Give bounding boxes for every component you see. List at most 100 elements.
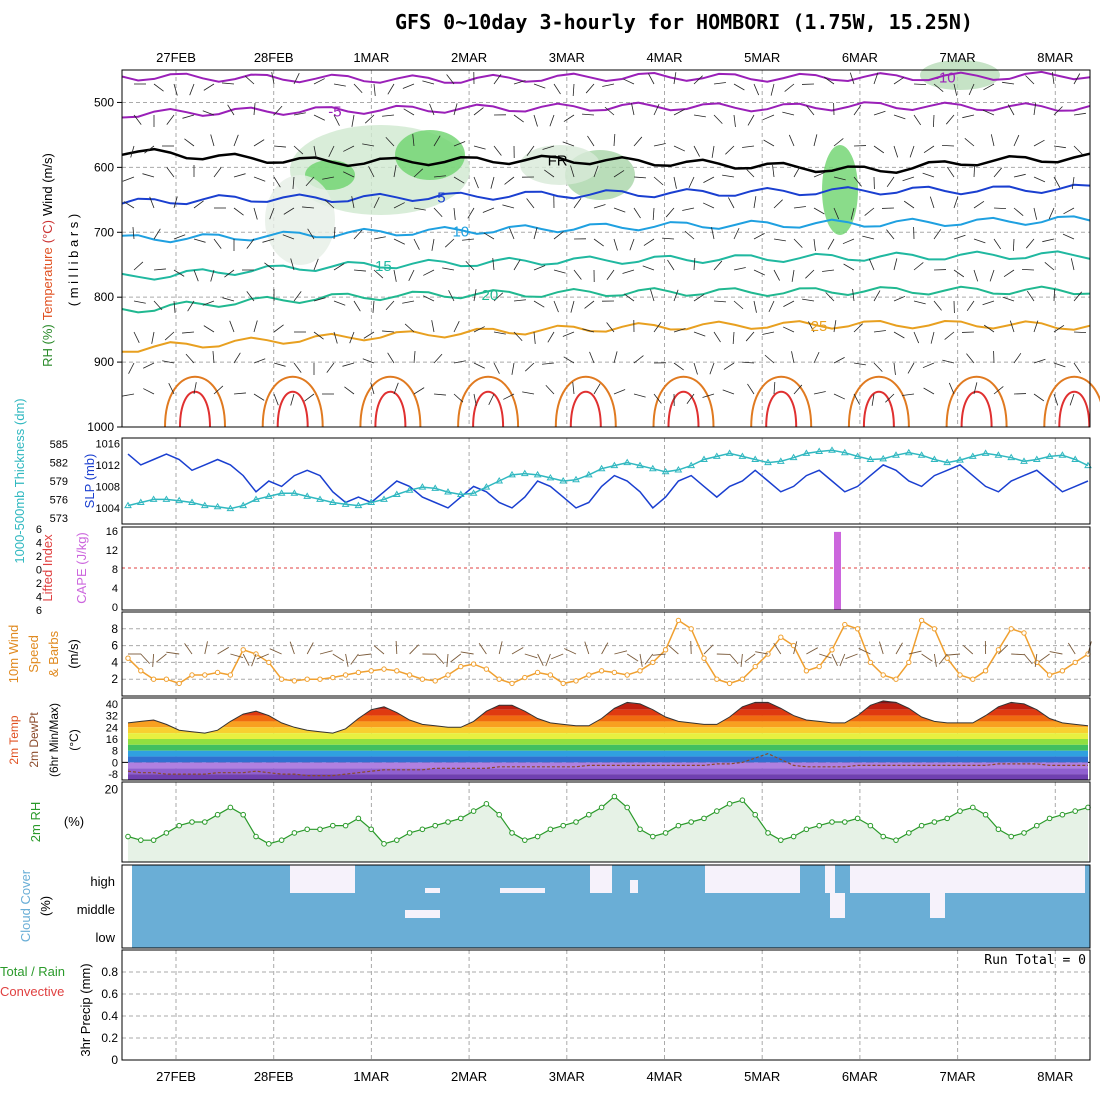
- wind-barb: [990, 134, 995, 147]
- thickness-ylabel: 1000-500mb Thickness (dm): [12, 398, 27, 563]
- wind-barb: [1042, 238, 1055, 243]
- cloud-unit: (%): [38, 896, 53, 916]
- contour-label: FR: [548, 153, 568, 170]
- wind-barb: [393, 165, 397, 178]
- wind-barb: [813, 171, 826, 178]
- rh-point: [150, 837, 157, 843]
- surface-wind-barb: [740, 653, 743, 667]
- wind-barb: [953, 234, 966, 240]
- wind-barb: [166, 114, 175, 125]
- wind-barb: [1073, 291, 1083, 302]
- wind-barb: [842, 238, 855, 245]
- hot-contour: [374, 390, 407, 428]
- wind-barb: [212, 351, 215, 364]
- contour-label: 15: [375, 258, 392, 275]
- wind-barb: [253, 320, 258, 333]
- rh-point: [509, 830, 515, 836]
- wind-barb: [453, 321, 460, 333]
- wind-barb: [944, 331, 955, 340]
- wind-barb: [433, 175, 446, 178]
- wind-barb: [633, 207, 641, 219]
- wind-barb: [673, 176, 677, 189]
- wind-barb: [210, 269, 215, 282]
- hot-contour: [472, 390, 505, 428]
- temp-ylabel: (°C): [67, 729, 81, 750]
- surface-wind-barb: [819, 653, 832, 659]
- wind-barb: [764, 354, 775, 364]
- wind-barb: [945, 114, 955, 125]
- wind-barb: [653, 176, 664, 186]
- contour-label: -10: [934, 70, 956, 87]
- wind-barb: [606, 269, 615, 280]
- surface-wind-barb: [858, 647, 871, 655]
- wind-barb: [304, 393, 315, 402]
- wind-barb: [493, 74, 502, 85]
- wind-barb: [253, 139, 265, 147]
- cloud-clear: [930, 893, 945, 918]
- wind-barb: [324, 199, 335, 209]
- wind-speed-point: [381, 666, 387, 672]
- thickness-ylabel-group: 1000-500mb Thickness (dm): [12, 398, 27, 563]
- wind-barb: [1012, 238, 1015, 252]
- upper-ylabel: RH (%) Temperature (°C) Wind (m/s): [40, 153, 55, 367]
- wind-barb: [673, 109, 685, 116]
- surface-wind-barb: [921, 653, 933, 662]
- wind-barb: [1033, 393, 1045, 402]
- surface-wind-barb: [460, 651, 474, 655]
- wind-barb: [833, 357, 845, 364]
- temp-tick-label: 8: [112, 746, 118, 758]
- thickness-marker: [956, 456, 964, 463]
- wind-barb: [929, 196, 935, 209]
- wind-barb: [973, 269, 979, 282]
- surface-wind-barb: [373, 645, 385, 655]
- wind-barb: [643, 238, 655, 246]
- wind-barb: [713, 331, 721, 343]
- thickness-marker: [712, 452, 721, 459]
- wind-barb: [253, 103, 256, 116]
- rh-point: [816, 822, 823, 829]
- temperature-contour: [121, 215, 1091, 244]
- thickness-marker: [1007, 453, 1016, 461]
- wind-barb: [473, 107, 484, 116]
- wind-barb: [983, 83, 995, 91]
- upper-ylabel2-group: ( m i l l i b a r s ): [66, 214, 81, 306]
- rh-point: [842, 819, 848, 825]
- wind-barb: [526, 145, 535, 156]
- surface-wind-barb: [545, 653, 551, 667]
- surface-wind-barb: [729, 653, 739, 665]
- rh-point: [470, 808, 477, 814]
- precip-tick-label: 0: [111, 1053, 118, 1067]
- rh-area: [128, 796, 1088, 862]
- wind-barb: [711, 227, 715, 240]
- thickness-marker: [751, 455, 760, 462]
- x-tick-label-top: 1MAR: [353, 50, 389, 65]
- hot-contour: [765, 390, 798, 428]
- thickness-marker: [380, 495, 388, 502]
- wind-barb: [173, 83, 178, 96]
- slp-ylabel: SLP (mb): [82, 454, 97, 509]
- rh-point: [1008, 833, 1015, 840]
- wind-ylabel-group: & Barbs: [46, 630, 61, 677]
- wind-barb: [733, 83, 745, 91]
- thickness-marker: [456, 490, 465, 498]
- wind-barb: [922, 362, 935, 369]
- wind-barb: [1033, 176, 1046, 183]
- hot-contour: [179, 390, 211, 428]
- rh-point: [125, 833, 131, 840]
- wind-barb: [587, 135, 595, 147]
- temperature-contour: [121, 285, 1091, 314]
- wind-barb: [693, 331, 706, 337]
- wind-barb: [613, 351, 618, 364]
- wind-barb: [473, 289, 477, 302]
- surface-wind-barb: [998, 644, 1009, 655]
- wind-barb: [686, 393, 695, 404]
- rh-point: [739, 797, 746, 803]
- wind-barb: [563, 356, 575, 364]
- surface-wind-barb: [550, 653, 564, 660]
- wind-barb: [902, 176, 915, 182]
- surface-wind-barb: [478, 642, 487, 655]
- cape-tick-label: 8: [112, 564, 118, 576]
- thickness-marker: [328, 498, 337, 505]
- wind-barb: [453, 207, 456, 220]
- wind-barb: [382, 330, 395, 333]
